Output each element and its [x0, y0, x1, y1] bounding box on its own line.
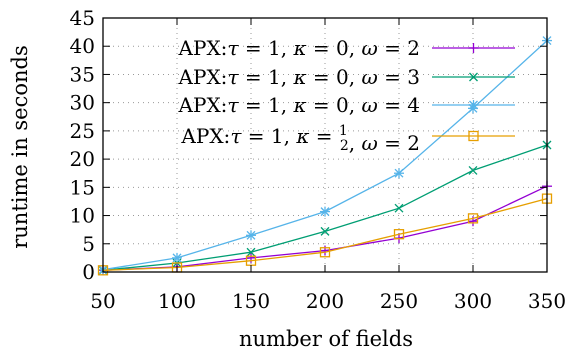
legend-part: ω	[361, 65, 377, 89]
legend-part: τ	[230, 124, 242, 148]
x-tick-label: 100	[158, 289, 196, 313]
legend-part: APX:	[180, 124, 230, 148]
legend-part: = 1,	[239, 36, 294, 60]
data-point-series-3	[172, 252, 182, 263]
legend-part: κ	[292, 36, 306, 60]
y-tick-label: 20	[70, 147, 95, 171]
legend-item-2: APX:τ = 1, κ = 0, ω = 3	[178, 65, 515, 89]
data-point-series-4	[393, 229, 405, 240]
legend-part: = 2	[378, 36, 420, 60]
data-point-series-3	[246, 230, 256, 241]
legend-marker	[469, 72, 478, 82]
legend-part: ,	[349, 131, 362, 155]
data-point-series-2	[394, 203, 404, 213]
legend-part: κ	[292, 65, 306, 89]
legend-part: = 0,	[307, 65, 362, 89]
data-point-series-2	[468, 165, 478, 175]
legend-part: κ	[295, 124, 309, 148]
y-tick-label: 30	[70, 91, 95, 115]
x-tick-label: 50	[90, 289, 115, 313]
legend-part: = 2	[378, 131, 420, 155]
data-point-series-4	[319, 247, 331, 258]
data-point-series-1	[320, 245, 330, 256]
y-tick-label: 40	[70, 34, 95, 58]
legend-part: APX:	[178, 93, 228, 117]
x-tick-label: 200	[306, 289, 344, 313]
fraction-denominator: 2	[340, 138, 349, 154]
legend-part: τ	[227, 36, 239, 60]
legend-part: = 4	[378, 93, 420, 117]
legend-label: APX:τ = 1, κ = 0, ω = 4	[178, 93, 420, 117]
x-tick-label: 300	[454, 289, 492, 313]
data-point-series-4	[467, 213, 479, 224]
fraction-numerator: 1	[339, 123, 348, 139]
legend-part: = 0,	[307, 36, 362, 60]
data-point-series-2	[320, 226, 330, 236]
legend-item-4: APX:τ = 1, κ = 1 2, ω = 2	[180, 123, 515, 155]
y-tick-label: 15	[70, 175, 95, 199]
y-tick-label: 5	[82, 232, 95, 256]
legend-label: APX:τ = 1, κ = 1 2, ω = 2	[180, 123, 420, 155]
legend-part: τ	[227, 93, 239, 117]
legend-label: APX:τ = 1, κ = 0, ω = 3	[178, 65, 420, 89]
legend-item-1: APX:τ = 1, κ = 0, ω = 2	[178, 36, 515, 60]
x-tick-label: 150	[232, 289, 270, 313]
y-tick-label: 10	[70, 204, 95, 228]
y-axis-label: runtime in seconds	[8, 45, 32, 249]
legend-label: APX:τ = 1, κ = 0, ω = 2	[178, 36, 420, 60]
data-point-series-3	[394, 168, 404, 179]
legend-part: ω	[361, 93, 377, 117]
legend-marker	[468, 43, 479, 53]
legend-part: =	[309, 124, 338, 148]
legend-part: ω	[361, 36, 377, 60]
legend-marker	[468, 100, 479, 110]
legend-part: = 3	[378, 65, 420, 89]
legend-part: ω	[361, 131, 377, 155]
legend-part: = 0,	[307, 93, 362, 117]
legend-marker	[468, 130, 479, 142]
legend-part: κ	[292, 93, 306, 117]
ticks: 0 5 10 15 20 25 30 35 40 45 50 100 150 200 250 300 350	[70, 6, 567, 313]
data-point-series-2	[246, 247, 256, 257]
legend-part: = 1,	[239, 93, 294, 117]
y-tick-label: 25	[70, 119, 95, 143]
legend-part: APX:	[178, 65, 228, 89]
data-point-series-3	[320, 206, 330, 217]
y-tick-label: 0	[82, 260, 95, 284]
legend-part: τ	[227, 65, 239, 89]
y-tick-label: 35	[70, 62, 95, 86]
legend-item-3: APX:τ = 1, κ = 0, ω = 4	[178, 93, 515, 117]
legend-part: = 1,	[239, 65, 294, 89]
legend-part: = 1,	[241, 124, 296, 148]
x-axis-label: number of fields	[239, 327, 413, 351]
x-tick-label: 350	[528, 289, 566, 313]
y-tick-label: 45	[70, 6, 95, 30]
legend-part: APX:	[178, 36, 228, 60]
x-tick-label: 250	[380, 289, 418, 313]
